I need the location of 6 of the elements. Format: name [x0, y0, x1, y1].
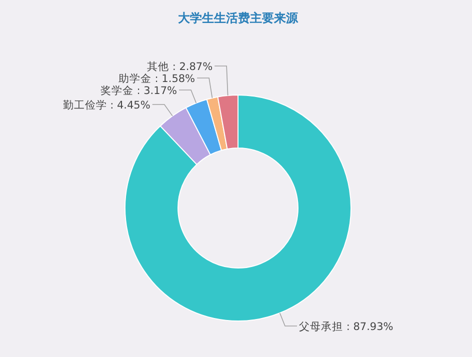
slice-label: 奖学金 : 3.17%: [100, 85, 177, 98]
slice-label: 助学金 : 1.58%: [118, 72, 196, 86]
slice-label: 勤工俭学 : 4.45%: [62, 98, 150, 112]
slice-label: 父母承担 : 87.93%: [299, 320, 394, 333]
slice-label: 其他 : 2.87%: [146, 60, 213, 74]
chart-title: 大学生生活费主要来源: [178, 11, 299, 25]
